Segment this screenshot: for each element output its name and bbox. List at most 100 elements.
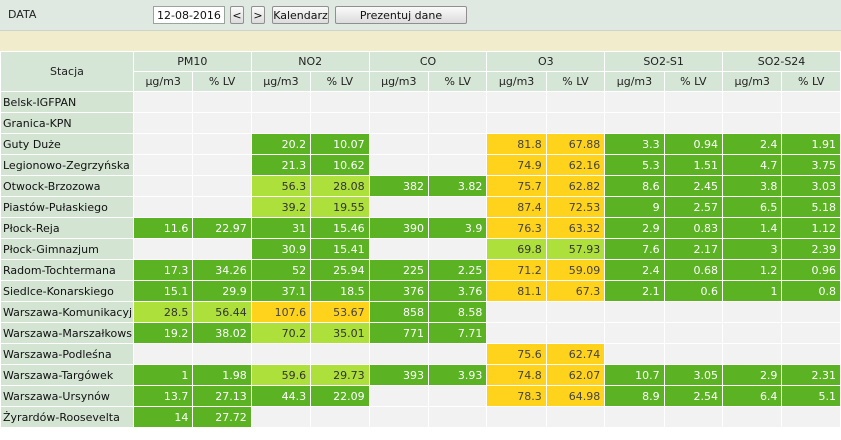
concentration-cell: 74.8 — [487, 365, 546, 385]
percent-lv-cell: 3.05 — [664, 365, 723, 385]
percent-lv-cell — [664, 407, 723, 427]
percent-lv-cell — [546, 113, 605, 133]
station-name[interactable]: Piastów-Pułaskiego — [1, 197, 133, 217]
concentration-cell: 14 — [133, 407, 193, 427]
station-name[interactable]: Granica-KPN — [1, 113, 133, 133]
station-name[interactable]: Płock-Reja — [1, 218, 133, 238]
percent-lv-cell: 67.3 — [546, 281, 605, 301]
percent-lv-cell — [782, 302, 840, 322]
station-name[interactable]: Otwock-Brzozowa — [1, 176, 133, 196]
concentration-cell: 107.6 — [251, 302, 311, 322]
table-row: Piastów-Pułaskiego 39.2 19.55 87.4 72.53 9 2.5… — [1, 197, 840, 217]
concentration-cell: 2.9 — [723, 365, 782, 385]
percent-lv-cell — [428, 344, 487, 364]
concentration-cell: 3 — [723, 239, 782, 259]
concentration-cell: 74.9 — [487, 155, 546, 175]
concentration-cell — [723, 92, 782, 112]
concentration-cell: 75.7 — [487, 176, 546, 196]
present-data-button[interactable]: Prezentuj dane — [335, 6, 467, 24]
concentration-cell: 2.1 — [605, 281, 664, 301]
percent-lv-header: % LV — [546, 72, 605, 91]
concentration-cell: 11.6 — [133, 218, 193, 238]
concentration-cell: 1.4 — [723, 218, 782, 238]
percent-lv-cell: 10.07 — [311, 134, 369, 154]
concentration-cell: 13.7 — [133, 386, 193, 406]
percent-lv-cell — [428, 92, 487, 112]
percent-lv-cell: 2.25 — [428, 260, 487, 280]
table-row: Granica-KPN — [1, 113, 840, 133]
station-name[interactable]: Warszawa-Ursynów — [1, 386, 133, 406]
concentration-cell: 3.8 — [723, 176, 782, 196]
concentration-cell: 44.3 — [251, 386, 311, 406]
percent-lv-cell: 5.1 — [782, 386, 840, 406]
concentration-cell — [369, 197, 428, 217]
pollutant-header-co: CO — [369, 52, 487, 71]
station-name[interactable]: Warszawa-Podleśna — [1, 344, 133, 364]
percent-lv-cell: 8.58 — [428, 302, 487, 322]
percent-lv-cell — [311, 407, 369, 427]
next-day-button[interactable]: > — [251, 6, 265, 24]
calendar-button[interactable]: Kalendarz — [272, 6, 329, 24]
concentration-cell — [605, 302, 664, 322]
concentration-cell: 37.1 — [251, 281, 311, 301]
station-name[interactable]: Guty Duże — [1, 134, 133, 154]
percent-lv-cell: 10.62 — [311, 155, 369, 175]
table-row: Guty Duże 20.2 10.07 81.8 67.88 3.3 0.94 2.4 1.9… — [1, 134, 840, 154]
percent-lv-cell: 38.02 — [193, 323, 251, 343]
concentration-cell — [133, 92, 193, 112]
concentration-cell — [369, 239, 428, 259]
station-name[interactable]: Belsk-IGFPAN — [1, 92, 133, 112]
station-name[interactable]: Płock-Gimnazjum — [1, 239, 133, 259]
station-name[interactable]: Warszawa-Komunikacyjna — [1, 302, 133, 322]
previous-day-button[interactable]: < — [230, 6, 244, 24]
pollutant-header-so2-s24: SO2-S24 — [723, 52, 840, 71]
concentration-cell — [133, 239, 193, 259]
concentration-cell — [605, 113, 664, 133]
station-name[interactable]: Siedlce-Konarskiego — [1, 281, 133, 301]
concentration-cell: 20.2 — [251, 134, 311, 154]
percent-lv-cell: 22.09 — [311, 386, 369, 406]
percent-lv-cell: 2.17 — [664, 239, 723, 259]
percent-lv-cell — [311, 92, 369, 112]
concentration-cell — [133, 113, 193, 133]
station-name[interactable]: Żyrardów-Roosevelta — [1, 407, 133, 427]
percent-lv-cell: 62.74 — [546, 344, 605, 364]
percent-lv-cell — [428, 113, 487, 133]
percent-lv-cell: 1.91 — [782, 134, 840, 154]
concentration-cell — [605, 344, 664, 364]
percent-lv-header: % LV — [193, 72, 251, 91]
station-name[interactable]: Radom-Tochtermana — [1, 260, 133, 280]
station-name[interactable]: Warszawa-Targówek — [1, 365, 133, 385]
pollutant-header-o3: O3 — [487, 52, 605, 71]
percent-lv-cell: 3.9 — [428, 218, 487, 238]
concentration-cell — [251, 344, 311, 364]
date-input[interactable] — [153, 6, 225, 24]
percent-lv-cell: 67.88 — [546, 134, 605, 154]
percent-lv-cell: 0.8 — [782, 281, 840, 301]
percent-lv-cell: 2.45 — [664, 176, 723, 196]
percent-lv-cell: 56.44 — [193, 302, 251, 322]
percent-lv-cell: 15.41 — [311, 239, 369, 259]
percent-lv-cell — [428, 386, 487, 406]
concentration-cell: 71.2 — [487, 260, 546, 280]
percent-lv-cell: 5.18 — [782, 197, 840, 217]
concentration-cell — [133, 344, 193, 364]
concentration-cell: 3.3 — [605, 134, 664, 154]
percent-lv-cell — [193, 239, 251, 259]
station-name[interactable]: Warszawa-Marszałkowska — [1, 323, 133, 343]
measurements-table: Stacja PM10 NO2 CO O3 SO2-S1 SO2-S24 µg/m3% L… — [0, 51, 841, 428]
percent-lv-cell: 64.98 — [546, 386, 605, 406]
percent-lv-cell: 27.13 — [193, 386, 251, 406]
concentration-cell: 52 — [251, 260, 311, 280]
percent-lv-cell: 3.76 — [428, 281, 487, 301]
percent-lv-cell: 3.82 — [428, 176, 487, 196]
station-name[interactable]: Legionowo-Zegrzyńska — [1, 155, 133, 175]
percent-lv-cell: 62.82 — [546, 176, 605, 196]
table-row: Warszawa-Ursynów 13.7 27.13 44.3 22.09 78.3 64… — [1, 386, 840, 406]
concentration-cell: 28.5 — [133, 302, 193, 322]
concentration-cell — [369, 155, 428, 175]
concentration-cell: 10.7 — [605, 365, 664, 385]
percent-lv-cell: 2.54 — [664, 386, 723, 406]
concentration-cell: 1 — [133, 365, 193, 385]
concentration-cell — [133, 197, 193, 217]
